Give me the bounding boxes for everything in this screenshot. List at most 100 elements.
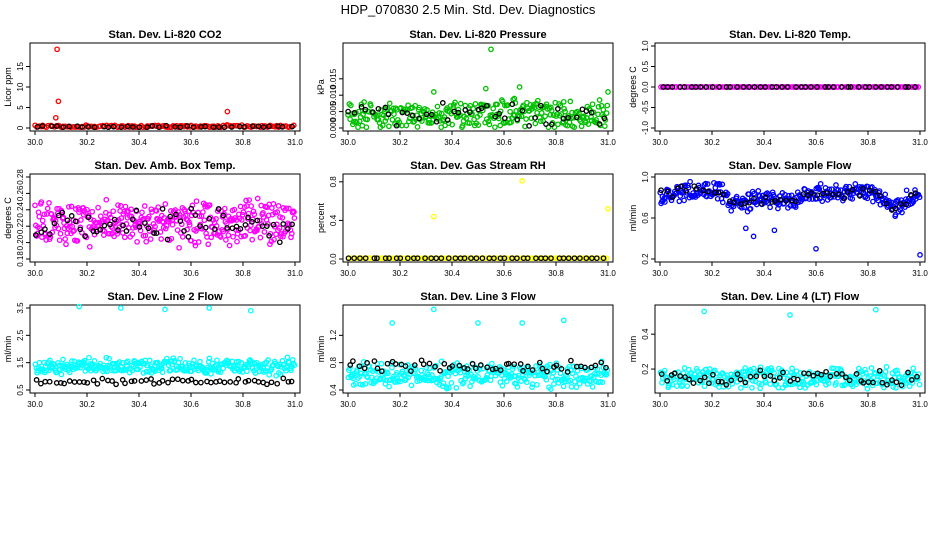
y-tick-label: 0.005 xyxy=(329,101,338,122)
data-point xyxy=(762,194,769,201)
data-point xyxy=(169,221,176,228)
data-point xyxy=(350,375,356,382)
data-point xyxy=(276,225,283,232)
data-point xyxy=(716,84,723,90)
data-point xyxy=(165,362,172,369)
data-point xyxy=(362,255,369,262)
data-point xyxy=(467,109,473,116)
data-point xyxy=(47,234,54,241)
data-point xyxy=(560,255,567,262)
data-point xyxy=(753,373,760,380)
y-tick-label: 0.8 xyxy=(329,357,338,369)
data-point xyxy=(199,364,206,371)
data-point xyxy=(289,123,295,130)
data-point xyxy=(534,97,541,104)
data-point xyxy=(741,372,748,379)
data-point xyxy=(356,363,363,370)
data-point xyxy=(48,211,55,218)
data-point xyxy=(472,101,479,107)
data-point xyxy=(190,124,197,131)
data-point xyxy=(785,192,792,199)
data-point xyxy=(852,181,859,187)
data-point xyxy=(238,360,245,366)
data-point xyxy=(192,379,199,386)
data-point xyxy=(596,121,603,127)
data-point xyxy=(414,124,421,130)
data-point xyxy=(404,110,411,116)
data-point xyxy=(554,106,561,112)
data-point xyxy=(868,365,875,371)
data-point xyxy=(477,112,483,118)
x-tick-label: 30.4 xyxy=(131,400,147,409)
data-point xyxy=(158,236,165,242)
data-point xyxy=(555,121,561,128)
data-point xyxy=(542,113,548,120)
data-point xyxy=(565,255,572,262)
data-point xyxy=(462,375,469,382)
data-point xyxy=(246,197,253,203)
data-point xyxy=(452,99,458,106)
data-point xyxy=(823,368,829,375)
data-point xyxy=(408,368,414,374)
data-point xyxy=(912,190,919,196)
data-point xyxy=(206,202,213,208)
series-secondary xyxy=(32,205,295,246)
data-point xyxy=(423,111,430,118)
data-point xyxy=(658,187,664,194)
data-point xyxy=(573,384,580,391)
data-point xyxy=(274,221,280,228)
data-point xyxy=(746,191,752,198)
data-point xyxy=(557,370,564,377)
data-point xyxy=(66,123,73,130)
data-point xyxy=(66,378,73,384)
x-tick-label: 30.0 xyxy=(340,400,356,409)
data-point xyxy=(177,124,184,131)
data-point xyxy=(728,377,735,384)
x-tick-label: 30.6 xyxy=(183,269,199,278)
data-point xyxy=(245,377,252,384)
data-point xyxy=(547,361,553,368)
data-point xyxy=(97,213,104,220)
data-point xyxy=(548,255,554,262)
data-point xyxy=(201,217,208,224)
data-point xyxy=(879,379,886,386)
data-point xyxy=(561,105,567,112)
data-point xyxy=(892,205,899,212)
data-point xyxy=(369,109,376,115)
y-tick-label: 1.0 xyxy=(641,40,650,52)
data-point xyxy=(734,84,741,90)
page-title: HDP_070830 2.5 Min. Std. Dev. Diagnostic… xyxy=(340,2,596,17)
data-point xyxy=(893,384,899,391)
data-point xyxy=(95,204,101,211)
data-point xyxy=(142,220,148,226)
y-axis-label: degrees C xyxy=(3,197,13,239)
data-point xyxy=(870,198,876,205)
outlier-point xyxy=(519,178,526,184)
data-point xyxy=(819,198,826,205)
x-tick-label: 30.2 xyxy=(79,269,95,278)
data-point xyxy=(394,369,400,376)
data-point xyxy=(560,383,567,390)
data-point xyxy=(174,227,181,233)
data-point xyxy=(872,84,879,90)
x-tick-label: 30.0 xyxy=(652,138,668,147)
data-point xyxy=(148,376,154,382)
data-point xyxy=(716,182,723,188)
data-point xyxy=(103,196,110,203)
data-point xyxy=(883,200,890,207)
data-point xyxy=(416,104,423,111)
data-point xyxy=(468,255,474,262)
data-point xyxy=(159,369,166,376)
x-tick-label: 30.2 xyxy=(704,138,720,147)
data-point xyxy=(113,381,119,388)
data-point xyxy=(428,111,435,118)
data-point xyxy=(715,378,722,385)
data-point xyxy=(539,365,546,372)
data-point xyxy=(220,365,227,372)
data-point xyxy=(729,380,736,387)
data-point xyxy=(121,234,128,241)
data-point xyxy=(223,237,229,243)
data-point xyxy=(664,377,671,384)
data-point xyxy=(382,104,389,111)
data-point xyxy=(884,381,890,388)
